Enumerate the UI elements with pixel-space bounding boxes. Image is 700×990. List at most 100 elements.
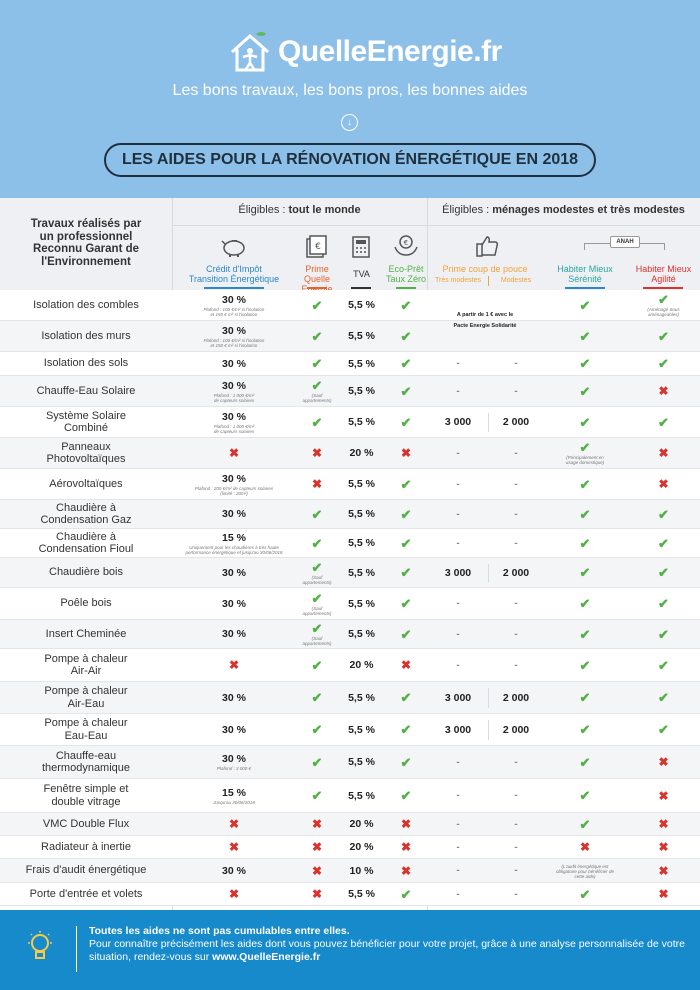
cell-tva: 20 % [349,818,374,830]
logo[interactable]: QuelleEnergie.fr [228,30,502,74]
citee-value: 30 % [222,293,246,306]
col-eco-underline [396,287,416,289]
row-header-label: Travaux réalisés par un professionnel Re… [30,218,142,268]
cell-eco: ✔ [385,352,427,375]
row-label: Insert Cheminée [0,620,172,648]
prime-cross-icon: ✖ [311,446,323,460]
prime-cross-icon: ✖ [311,887,323,901]
agilite-cross-icon: ✖ [658,477,669,491]
cell-prime: ✔ [296,649,338,681]
table-row: Chauffe-eau thermodynamique 30 % Plafond : … [0,746,700,779]
header-divider [172,225,700,226]
cell-tva: 5,5 % [348,723,375,736]
table-row: VMC Double Flux ✖ ✖ 20 % ✖ - - ✔ ✖ [0,813,700,836]
cell-tva: 5,5 % [348,508,375,520]
eco-check-icon: ✔ [400,886,412,902]
row-label-line: Eau-Eau [64,729,108,742]
cell-modestes: 2 000 [489,682,543,713]
row-label-line: Condensation Fioul [38,543,134,555]
col-tres-modestes: Très modestes [434,277,482,284]
col-prime-line2: Quelle Energie [301,274,333,294]
row-label-line: Pompe à chaleur [44,717,128,729]
prime-note: (Sauf appartements) [302,605,332,616]
agilite-check-icon: ✔ [658,690,669,705]
cell-serenite: ✔ [543,813,627,835]
cell-eco: ✔ [385,682,427,713]
coup-divider [488,564,489,582]
cell-agilite: ✔ [627,352,700,375]
cell-tva: 5,5 % [348,299,375,311]
row-label-line: Condensation Gaz [40,514,132,526]
agilite-check-icon: ✔ [658,626,669,642]
row-label-line: Chaudière à [56,501,116,514]
eco-cross-icon: ✖ [400,863,412,878]
cell-prime: ✔ (Sauf appartements) [296,558,338,587]
cell-modestes: - [489,588,543,619]
serenite-check-icon: ✔ [579,565,591,580]
footer: Toutes les aides ne sont pas cumulables … [0,910,700,990]
lightbulb-icon [28,931,52,959]
row-label: Porte d'entrée et volets [0,883,172,905]
cell-tres-modestes: - [427,620,489,648]
modestes-dash: - [514,659,518,671]
table-row: Frais d'audit énergétique 30 % ✖ 10 % ✖ - - (L'… [0,859,700,883]
citee-value: 30 % [222,723,246,736]
tres-modestes-dash: - [456,756,460,768]
citee-value: 30 % [222,691,246,704]
table-header [0,198,700,290]
cell-tva: 5,5 % [348,385,375,397]
piggy-bank-icon [221,240,245,257]
serenite-check-icon: ✔ [579,788,591,803]
arrow-down-icon[interactable]: ↓ [341,114,358,131]
col-serenite: Habiter Mieux Sérénité [543,264,627,284]
cell-tva: 5,5 % [348,357,375,370]
footer-link[interactable]: www.QuelleEnergie.fr [212,951,321,963]
eco-check-icon: ✔ [400,356,412,371]
serenite-check-icon: ✔ [579,690,591,705]
row-label-line: Pompe à chaleur [44,652,128,665]
agilite-check-icon: ✔ [658,506,669,522]
prime-check-icon: ✔ [311,356,323,371]
row-label-line: Aérovoltaïques [49,477,123,490]
table-row: Chaudière à Condensation Gaz 30 % ✔ 5,5 % ✔ - -… [0,500,700,529]
cell-modestes: - [489,352,543,375]
col-prime-line1: Prime [305,264,329,274]
col-serenite-line1: Habiter Mieux [557,264,613,274]
col-agilite-line1: Habiter Mieux [635,264,692,274]
prime-check-icon: ✔ [311,297,323,313]
eco-cross-icon: ✖ [400,817,412,831]
table-row: Isolation des murs 30 % Plafond : 100 €/m²… [0,321,700,352]
serenite-check-icon: ✔ [579,596,591,611]
row-label: Aérovoltaïques [0,469,172,499]
col-agilite-underline [643,287,683,289]
cell-citee: 30 % Plafond : 3 000 € [172,746,296,778]
cell-modestes: 2 000 [489,714,543,745]
agilite-cross-icon: ✖ [658,840,669,854]
agilite-cross-icon: ✖ [658,755,669,769]
prime-note: (Sauf appartements) [302,574,332,585]
table-row: Chauffe-Eau Solaire 30 % Plafond : 1 000 €… [0,376,700,407]
tres-modestes-dash: - [456,790,460,801]
citee-note: Plafond : 100 €/m² si l'isolation et 150 … [203,337,265,348]
tres-modestes-dash: - [456,385,460,397]
col-tva: TVA [353,269,370,279]
cell-tva: 5,5 % [348,416,375,428]
cell-tva: 5,5 % [348,597,375,610]
col-tva-underline [351,287,371,289]
serenite-check-icon: ✔ [579,414,591,430]
footer-divider [76,926,77,972]
cell-tva: 10 % [349,864,374,877]
table-row: Panneaux Photovoltaïques ✖ ✖ 20 % ✖ - - ✔ (Princi… [0,438,700,469]
cell-eco: ✖ [385,859,427,882]
eco-check-icon: ✔ [400,626,412,642]
cell-citee: 30 % [172,682,296,713]
tres-modestes-dash: - [456,659,460,671]
table-row: Porte d'entrée et volets ✖ ✖ 5,5 % ✔ - - ✔ ✖ [0,883,700,906]
table-row: Système Solaire Combiné 30 % Plafond : 1 00… [0,407,700,438]
footer-text: Toutes les aides ne sont pas cumulables … [89,925,689,964]
cell-eco: ✔ [385,407,427,437]
cell-modestes: - [489,620,543,648]
agilite-cross-icon: ✖ [658,887,669,901]
table-row: Isolation des combles 30 % Plafond : 100 €… [0,290,700,329]
cell-citee: 30 % Plafond : 100 €/m² si l'isolation et … [172,290,296,320]
